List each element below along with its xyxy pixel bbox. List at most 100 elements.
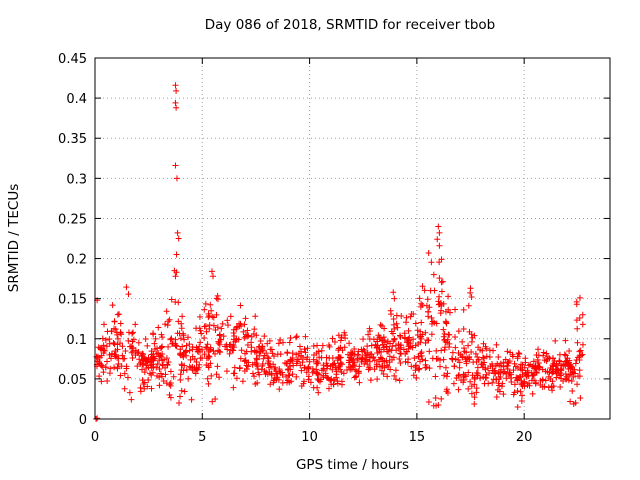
data-point: [390, 316, 397, 323]
data-point-notable: [467, 285, 474, 292]
y-tick-label: 0.2: [66, 253, 87, 268]
data-point: [302, 349, 309, 356]
data-point: [418, 333, 425, 340]
data-point: [391, 372, 398, 379]
data-point: [412, 342, 419, 349]
data-point: [367, 377, 374, 384]
data-point: [378, 337, 385, 344]
data-point: [577, 347, 584, 354]
data-point: [318, 347, 325, 354]
data-point: [196, 325, 203, 332]
data-point: [417, 339, 424, 346]
data-point: [504, 348, 511, 355]
data-point: [461, 348, 468, 355]
y-tick-label: 0.45: [58, 52, 87, 67]
data-point: [230, 329, 237, 336]
data-point: [252, 313, 259, 320]
data-point: [403, 314, 410, 321]
data-point: [173, 343, 180, 350]
data-point: [229, 347, 236, 354]
data-point: [407, 313, 414, 320]
data-point: [556, 358, 563, 365]
data-point: [94, 353, 101, 360]
data-point: [179, 343, 186, 350]
data-point: [157, 370, 164, 377]
data-point: [310, 384, 317, 391]
data-point: [156, 353, 163, 360]
y-tick-label: 0.3: [66, 172, 87, 187]
data-point: [310, 342, 317, 349]
data-point: [459, 338, 466, 345]
data-point: [324, 362, 331, 369]
data-point: [438, 279, 445, 286]
data-point: [444, 370, 451, 377]
data-point: [442, 344, 449, 351]
data-point: [473, 369, 480, 376]
data-point: [393, 312, 400, 319]
data-point-notable: [172, 82, 179, 89]
data-point: [514, 377, 521, 384]
data-point: [111, 325, 118, 332]
data-point: [202, 300, 209, 307]
data-point: [137, 384, 144, 391]
data-point: [579, 341, 586, 348]
data-point: [254, 379, 261, 386]
axis-ticks: 0 0.05 0.1 0.15 0.2 0.25 0.3 0.35 0.4 0.45 0 5 10 15 2…: [58, 52, 610, 445]
data-point: [122, 347, 129, 354]
data-point: [392, 367, 399, 374]
data-point: [185, 334, 192, 341]
data-point: [348, 366, 355, 373]
data-point: [368, 342, 375, 349]
data-point: [545, 384, 552, 391]
data-point: [564, 355, 571, 362]
data-point: [459, 354, 466, 361]
data-point: [497, 374, 504, 381]
data-point: [107, 365, 114, 372]
data-point: [479, 364, 486, 371]
data-point-notable: [212, 395, 219, 402]
data-point: [549, 387, 556, 394]
data-point: [500, 391, 507, 398]
data-point: [438, 288, 445, 295]
x-tick-label: 0: [91, 430, 99, 445]
data-point: [319, 342, 326, 349]
data-point: [226, 350, 233, 357]
data-point: [346, 340, 353, 347]
data-point: [465, 385, 472, 392]
data-point: [450, 380, 457, 387]
data-point: [516, 350, 523, 357]
data-point: [574, 381, 581, 388]
data-point: [242, 315, 249, 322]
data-point: [549, 378, 556, 385]
data-point: [207, 301, 214, 308]
data-point: [256, 371, 263, 378]
data-point: [351, 374, 358, 381]
data-point: [345, 363, 352, 370]
data-point: [176, 330, 183, 337]
data-point: [137, 359, 144, 366]
data-point: [433, 355, 440, 362]
data-point: [529, 390, 536, 397]
data-point: [117, 340, 124, 347]
data-point: [465, 302, 472, 309]
data-point: [144, 342, 151, 349]
data-point: [440, 333, 447, 340]
data-point: [178, 387, 185, 394]
data-point: [313, 370, 320, 377]
data-point: [302, 333, 309, 340]
data-point-notable: [438, 256, 445, 263]
data-point: [496, 382, 503, 389]
data-point: [405, 356, 412, 363]
data-point: [472, 350, 479, 357]
data-point: [535, 346, 542, 353]
data-point: [364, 361, 371, 368]
data-point: [261, 333, 268, 340]
data-point: [301, 346, 308, 353]
data-point: [117, 320, 124, 327]
data-point: [215, 347, 222, 354]
data-point: [162, 321, 169, 328]
data-point: [402, 350, 409, 357]
data-point: [387, 307, 394, 314]
data-point: [407, 340, 414, 347]
data-point: [238, 322, 245, 329]
